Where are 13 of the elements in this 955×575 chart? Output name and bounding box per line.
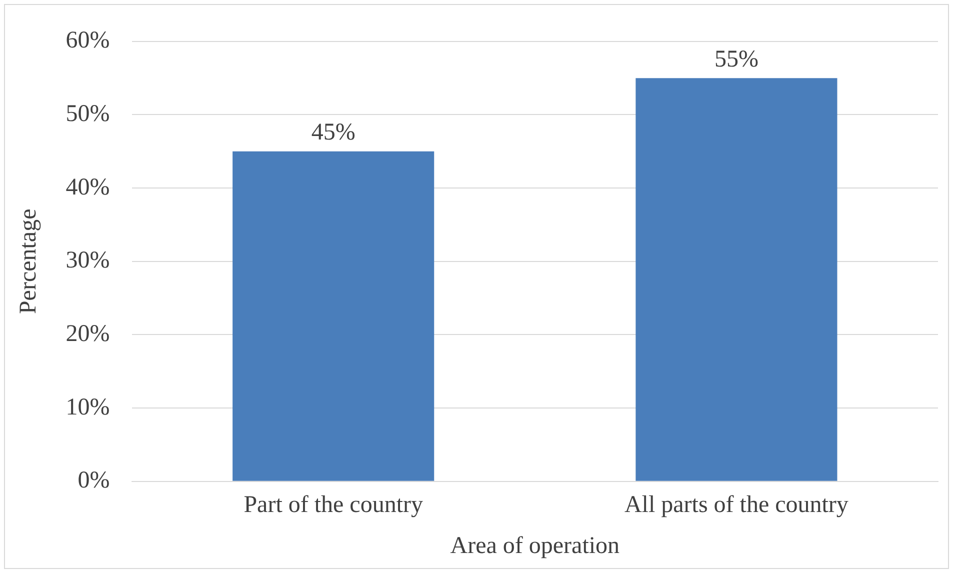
y-tick-label: 60% xyxy=(66,28,110,54)
y-axis-title: Percentage xyxy=(16,208,42,314)
x-tick-label: All parts of the country xyxy=(624,492,848,518)
y-tick-label: 40% xyxy=(66,174,110,200)
y-tick-label: 0% xyxy=(78,468,110,494)
y-tick-label: 30% xyxy=(66,248,110,274)
x-axis-title: Area of operation xyxy=(450,532,620,559)
y-tick-label: 20% xyxy=(66,321,110,348)
y-tick-label: 10% xyxy=(66,394,110,420)
x-tick-label: Part of the country xyxy=(244,492,423,518)
data-label: 45% xyxy=(311,120,356,146)
data-label: 55% xyxy=(714,46,758,72)
y-tick-label: 50% xyxy=(66,101,110,128)
